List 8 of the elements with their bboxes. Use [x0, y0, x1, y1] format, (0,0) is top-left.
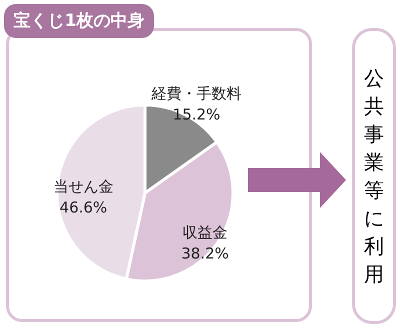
data-label: 46.6% — [60, 198, 108, 216]
chart-title: 宝くじ1枚の中身 — [4, 4, 154, 38]
slice-label: 経費・手数料 — [150, 84, 242, 103]
slice-label: 当せん金 — [53, 177, 114, 196]
data-label: 38.2% — [181, 244, 229, 263]
text: 公共事業等に利用 — [364, 65, 384, 288]
data-label: 15.2% — [172, 106, 220, 124]
slice-label: 収益金 — [182, 224, 228, 242]
